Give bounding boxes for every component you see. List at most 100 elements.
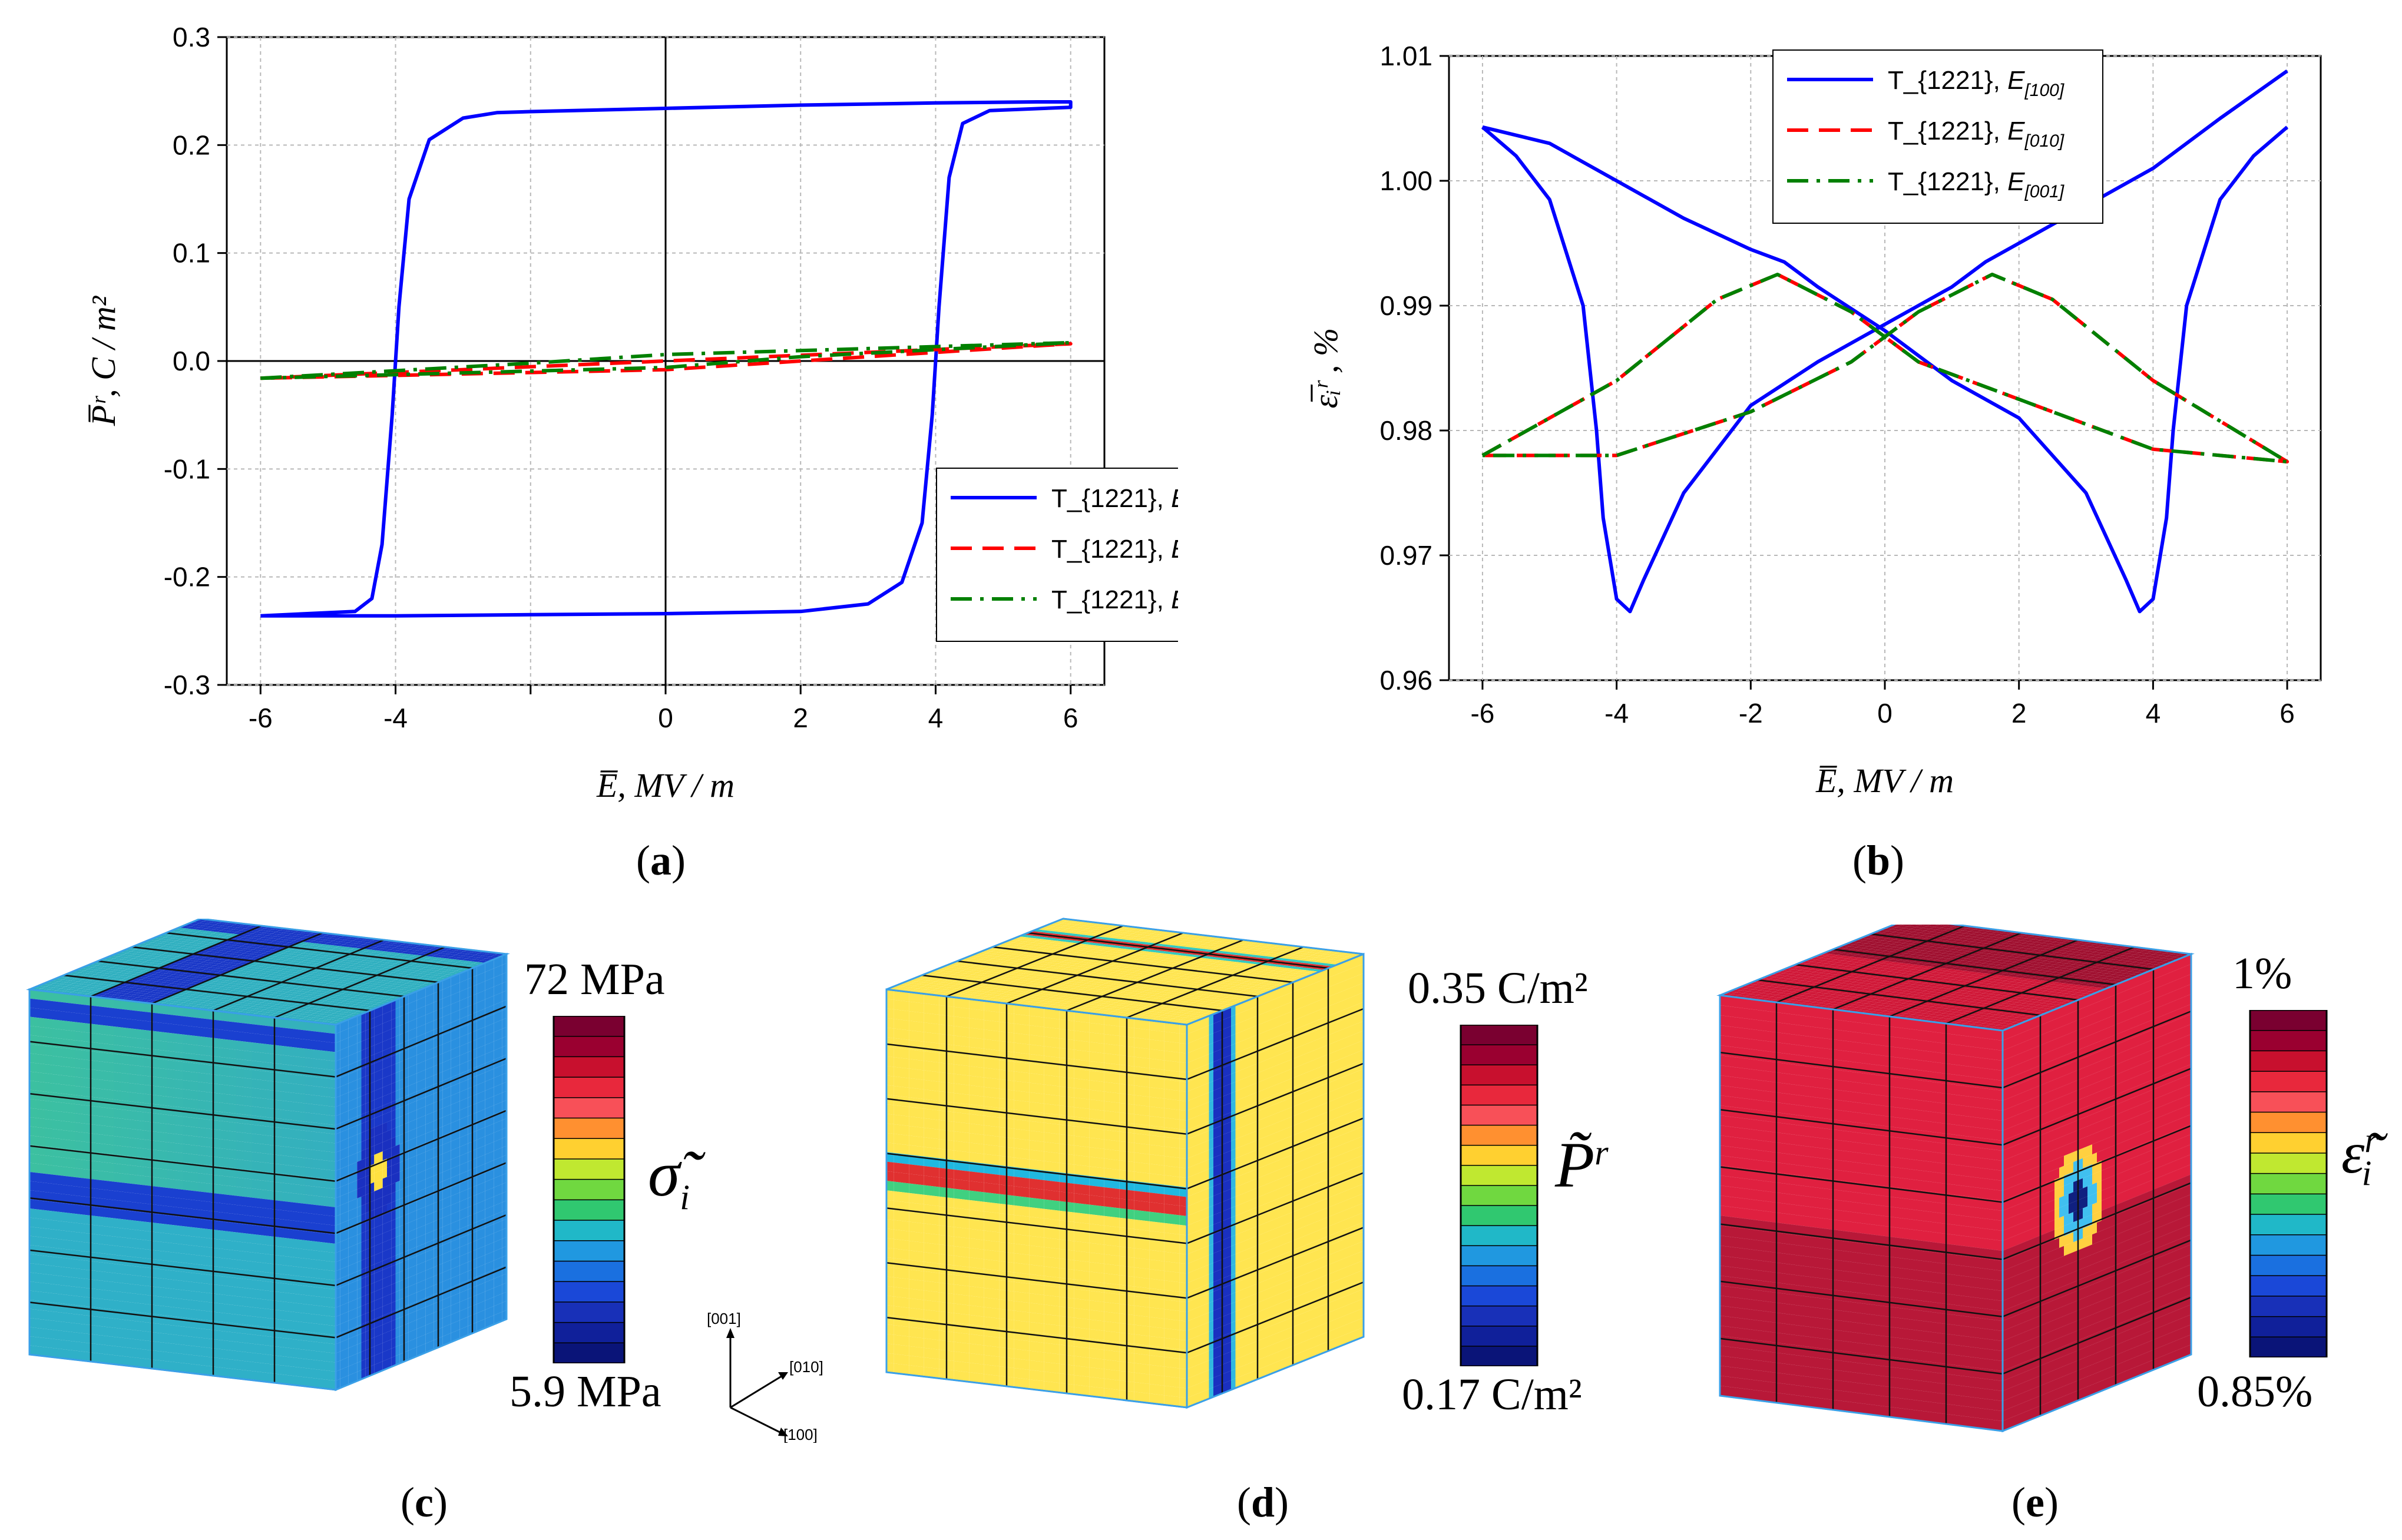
colorbar-segment (2250, 1255, 2327, 1276)
colorbar-segment (2250, 1276, 2327, 1297)
colorbar-segment (2250, 1234, 2327, 1256)
colorbar-segment (554, 1138, 624, 1160)
x-tick-label: 4 (2146, 698, 2161, 728)
colorbar-c-min: 5.9 MPa (509, 1367, 661, 1416)
legend-entry: T_{1221}, E[010] (1888, 117, 2064, 151)
y-axis-label: ε̅ᵢʳ , % (1306, 328, 1345, 409)
y-tick-label: 1.01 (1379, 41, 1432, 71)
y-tick-label: 1.00 (1379, 165, 1432, 196)
x-axis-label: E̅, MV / m (1815, 761, 1954, 800)
colorbar-segment (1461, 1145, 1537, 1166)
colorbar-segment (2250, 1173, 2327, 1194)
colorbar-segment (2250, 1051, 2327, 1072)
colorbar-segment (554, 1261, 624, 1282)
triad-y-label: [010] (789, 1358, 823, 1376)
y-tick-label: 0.99 (1379, 290, 1432, 321)
caption-b: (b) (1852, 837, 1905, 884)
y-tick-label: 0.98 (1379, 415, 1432, 446)
legend-entry: T_{1221}, E[100] (1888, 66, 2064, 100)
legend-entry: T_{1221}, E[010] (1051, 535, 1178, 569)
colorbar-segment (2250, 1337, 2327, 1357)
colorbar-segment (554, 1016, 624, 1037)
colorbar-segment (1461, 1246, 1537, 1266)
axes-triad: [001] [010] [100] (707, 1310, 823, 1443)
colorbar-segment (2250, 1010, 2327, 1031)
cube-e-strain (1716, 925, 2195, 1433)
legend-entry: T_{1221}, E[100] (1051, 484, 1178, 518)
colorbar-segment (2250, 1152, 2327, 1174)
colorbar-segment (1461, 1065, 1537, 1085)
y-tick-label: 0.96 (1379, 665, 1432, 696)
colorbar-segment (2250, 1316, 2327, 1337)
colorbar-e-min: 0.85% (2197, 1367, 2313, 1416)
colorbar-segment (1461, 1105, 1537, 1126)
x-tick-label: -6 (1470, 698, 1494, 728)
x-axis-label: E̅, MV / m (596, 766, 735, 804)
series-line-2 (1481, 273, 2289, 463)
caption-c: (c) (401, 1479, 448, 1526)
colorbar-segment (554, 1036, 624, 1057)
x-tick-label: 6 (1063, 703, 1078, 733)
colorbar-segment (2250, 1296, 2327, 1317)
series-line-2 (260, 340, 1073, 380)
colorbar-segment (1461, 1085, 1537, 1105)
colorbar-segment (1461, 1185, 1537, 1206)
colorbar-d-min: 0.17 C/m² (1402, 1370, 1582, 1419)
y-tick-label: -0.3 (164, 670, 210, 700)
colorbar-segment (1461, 1306, 1537, 1327)
chart-a-hysteresis: -6 -4 0 2 4 6 -0.3 -0.2 -0.1 0.0 0.1 0.2 0.3 E̅, MV /… (84, 22, 1178, 804)
colorbar-segment (554, 1057, 624, 1078)
colorbar-segment (554, 1118, 624, 1139)
cube-front-face (885, 988, 1188, 1409)
x-tick-label: 2 (793, 703, 808, 733)
colorbar-segment (554, 1158, 624, 1180)
colorbar-segment (554, 1200, 624, 1221)
x-tick-label: 0 (658, 703, 673, 733)
colorbar-segment (1461, 1266, 1537, 1287)
caption-a: (a) (636, 837, 686, 884)
cube-c-stress (26, 919, 510, 1392)
cube-right-face (2001, 952, 2192, 1433)
x-tick-label: 4 (928, 703, 944, 733)
cube-right-face (1186, 952, 1365, 1409)
y-tick-label: -0.1 (164, 453, 210, 484)
colorbar-c-symbol: σ̃i (648, 1138, 690, 1217)
x-tick-label: -4 (383, 703, 408, 733)
y-tick-label: 0.3 (173, 22, 210, 52)
colorbar-segment (1461, 1226, 1537, 1246)
colorbar-segment (1461, 1346, 1537, 1366)
colorbar-segment (2250, 1214, 2327, 1236)
y-axis-label: P̅ʳ, C / m² (84, 295, 123, 426)
triad-x-label: [100] (783, 1426, 818, 1443)
y-tick-label: 0.97 (1379, 540, 1432, 571)
colorbar-segment (554, 1077, 624, 1098)
colorbar-d-symbol: P̃r (1555, 1129, 1609, 1201)
colorbar-segment (554, 1281, 624, 1303)
colorbar-segment (2250, 1030, 2327, 1051)
x-tick-label: 6 (2279, 698, 2295, 728)
colorbar-segment (2250, 1194, 2327, 1215)
colorbar-segment (1461, 1045, 1537, 1065)
colorbar-segment (1461, 1165, 1537, 1186)
colorbar-segment (1461, 1025, 1537, 1045)
cube-d-polarization (885, 918, 1365, 1409)
y-tick-label: 0.2 (173, 130, 210, 160)
colorbar-segment (554, 1240, 624, 1261)
cube-right-face (335, 952, 508, 1392)
caption-e: (e) (2011, 1479, 2059, 1526)
colorbar-segment (554, 1220, 624, 1241)
series-line-0 (1482, 125, 2289, 614)
chart-b-strain: -6 -4 -2 0 2 4 6 0.96 0.97 0.98 0.99 1.00 1.01 E̅, MV… (1306, 41, 2322, 800)
y-tick-label: 0.0 (173, 346, 210, 376)
series-line-3 (1481, 273, 2289, 463)
cube-front-face (28, 988, 337, 1391)
colorbar-segment (2250, 1132, 2327, 1154)
colorbar-segment (554, 1343, 624, 1363)
colorbar-segment (2250, 1071, 2327, 1092)
colorbar-segment (554, 1179, 624, 1200)
x-tick-label: -4 (1604, 698, 1629, 728)
colorbar-e-max: 1% (2232, 949, 2292, 998)
colorbar-segment (554, 1322, 624, 1343)
colorbar-e-symbol: ε̃ri (2341, 1120, 2378, 1193)
colorbar-segment (1461, 1286, 1537, 1307)
